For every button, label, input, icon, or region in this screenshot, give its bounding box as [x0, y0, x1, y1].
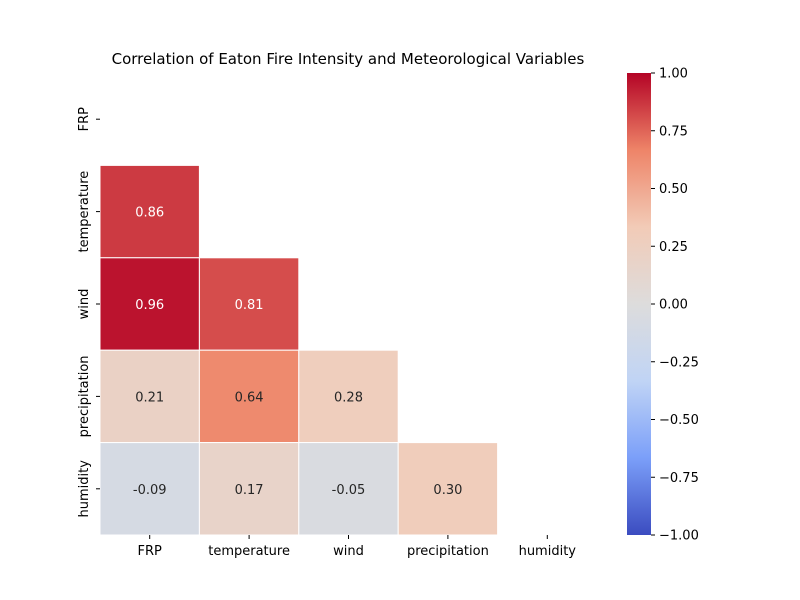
x-tick-label: humidity	[519, 544, 577, 559]
chart-title: Correlation of Eaton Fire Intensity and …	[112, 50, 585, 68]
colorbar-ticks: 1.00 0.75 0.50 0.25 0.00 −0.25 −0.50 −0.75 −1.00	[651, 67, 699, 544]
heatmap-cell	[397, 442, 499, 536]
heatmap-cell	[198, 442, 300, 536]
heatmap-cell	[99, 164, 200, 259]
colorbar-tick-label: −0.50	[659, 413, 699, 428]
cell-value-label: 0.17	[235, 483, 264, 498]
cell-value-label: -0.05	[332, 483, 366, 498]
colorbar-tick-label: −0.25	[659, 355, 699, 370]
heatmap-cell	[198, 257, 300, 351]
y-tick-label: FRP	[77, 107, 92, 132]
y-tick-label: wind	[77, 289, 92, 320]
cell-value-label: 0.64	[235, 390, 264, 405]
cell-value-label: -0.09	[133, 483, 167, 498]
y-tick-label: temperature	[77, 171, 92, 253]
y-axis-labels: FRP temperature wind precipitation humidity	[77, 107, 100, 518]
colorbar-tick-label: 1.00	[659, 67, 688, 82]
y-tick-label: humidity	[77, 460, 92, 518]
cell-value-label: 0.86	[135, 206, 164, 221]
colorbar-tick-label: −1.00	[659, 529, 699, 544]
heatmap-cell	[298, 349, 399, 444]
x-axis-labels: FRP temperature wind precipitation humidity	[138, 535, 577, 559]
cell-value-label: 0.21	[135, 390, 164, 405]
x-tick-label: precipitation	[407, 544, 489, 559]
heatmap-cell	[99, 257, 200, 351]
colorbar-tick-label: 0.50	[659, 182, 688, 197]
cell-value-label: 0.96	[135, 298, 164, 313]
x-tick-label: wind	[333, 544, 364, 559]
cell-value-label: 0.81	[235, 298, 264, 313]
colorbar-tick-label: −0.75	[659, 471, 699, 486]
heatmap-cell	[99, 349, 200, 444]
cell-value-label: 0.28	[334, 390, 363, 405]
colorbar-tick-label: 0.00	[659, 298, 688, 313]
heatmap-cell	[198, 349, 300, 444]
colorbar-tick-label: 0.25	[659, 240, 688, 255]
x-tick-label: FRP	[138, 544, 163, 559]
x-tick-label: temperature	[208, 544, 290, 559]
y-tick-label: precipitation	[77, 355, 92, 437]
colorbar	[627, 73, 651, 535]
colorbar-tick-label: 0.75	[659, 124, 688, 139]
heatmap-cells: 0.86 0.96 0.81 0.21 0.64 0.28 -0.09 0.17 -0.05 0.…	[99, 164, 499, 536]
cell-value-label: 0.30	[433, 483, 462, 498]
